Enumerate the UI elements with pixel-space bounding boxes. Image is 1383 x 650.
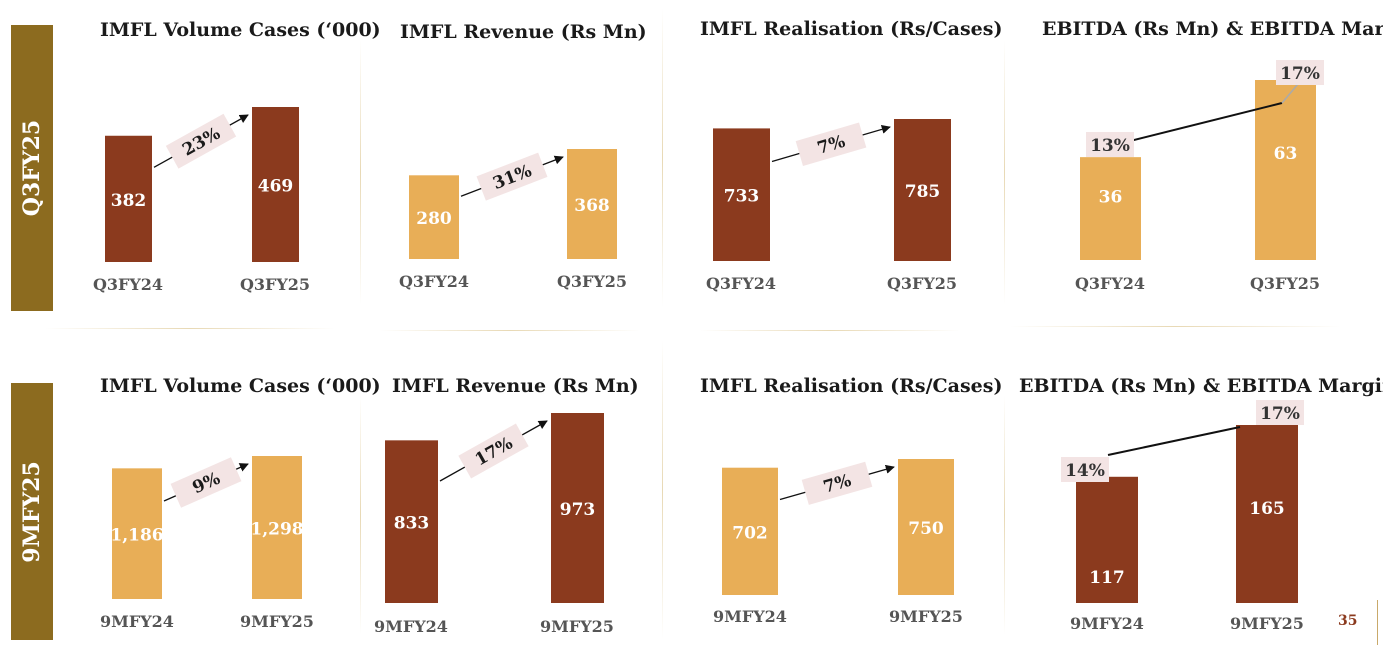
divider-horizontal bbox=[1010, 326, 1340, 327]
divider-vertical bbox=[1004, 40, 1005, 305]
bar bbox=[567, 149, 617, 259]
x-tick-label: Q3FY24 bbox=[399, 272, 469, 291]
x-tick-label: 9MFY25 bbox=[240, 612, 314, 631]
chart-title: IMFL Volume Cases (‘000) bbox=[100, 375, 381, 397]
change-badge-bg bbox=[170, 457, 242, 508]
change-badge: 9% bbox=[170, 457, 242, 508]
chart-title: IMFL Revenue (Rs Mn) bbox=[392, 375, 639, 397]
bar-value-label: 1,298 bbox=[250, 520, 303, 540]
bar bbox=[252, 456, 302, 599]
x-tick-label: 9MFY24 bbox=[713, 607, 787, 626]
divider-horizontal bbox=[45, 328, 335, 329]
bar-value-label: 165 bbox=[1249, 499, 1285, 519]
x-tick-label: 9MFY24 bbox=[374, 617, 448, 636]
x-tick-label: Q3FY25 bbox=[1250, 274, 1320, 293]
divider-horizontal bbox=[380, 330, 640, 331]
change-badge-bg bbox=[476, 152, 548, 201]
divider-vertical bbox=[662, 340, 663, 640]
chart-title: IMFL Volume Cases (‘000) bbox=[100, 19, 381, 41]
bar bbox=[1076, 476, 1138, 603]
bar bbox=[1255, 80, 1316, 260]
chart-title: IMFL Realisation (Rs/Cases) bbox=[700, 18, 1003, 40]
x-tick-label: 9MFY25 bbox=[540, 617, 614, 636]
bar-value-label: 469 bbox=[258, 177, 294, 197]
margin-badge-bg bbox=[1256, 400, 1304, 425]
margin-label: 13% bbox=[1090, 136, 1130, 156]
bar-value-label: 733 bbox=[724, 187, 760, 207]
bar bbox=[1080, 157, 1141, 260]
bar-value-label: 63 bbox=[1274, 144, 1298, 164]
bar bbox=[252, 107, 299, 262]
corner-decoration bbox=[1377, 600, 1378, 645]
bar bbox=[112, 468, 162, 599]
margin-line bbox=[1113, 102, 1283, 146]
bar-value-label: 750 bbox=[908, 519, 944, 539]
x-tick-label: Q3FY24 bbox=[706, 274, 776, 293]
margin-label: 17% bbox=[1280, 64, 1320, 84]
bar-value-label: 280 bbox=[416, 209, 452, 229]
bar bbox=[409, 175, 459, 259]
page-number: 35 bbox=[1338, 613, 1358, 629]
change-badge-bg bbox=[165, 113, 237, 169]
bar-value-label: 833 bbox=[394, 514, 430, 534]
divider-horizontal bbox=[700, 330, 960, 331]
x-tick-label: Q3FY24 bbox=[93, 275, 163, 294]
section-tab-q3fy25: Q3FY25 bbox=[11, 25, 53, 311]
x-tick-label: Q3FY25 bbox=[557, 272, 627, 291]
margin-badge-bg bbox=[1276, 60, 1324, 85]
x-tick-label: 9MFY24 bbox=[100, 612, 174, 631]
chart-title: EBITDA (Rs Mn) & EBITDA Margin % bbox=[1042, 18, 1383, 40]
bar-value-label: 382 bbox=[111, 191, 147, 211]
chart-title: EBITDA (Rs Mn) & EBITDA Margin % bbox=[1019, 375, 1383, 397]
margin-leader bbox=[1281, 83, 1299, 104]
margin-badge-bg bbox=[1086, 132, 1134, 157]
bar bbox=[898, 459, 954, 595]
bar-value-label: 1,186 bbox=[110, 526, 163, 546]
bar bbox=[105, 135, 152, 262]
bar-value-label: 973 bbox=[560, 500, 596, 520]
margin-label: 17% bbox=[1260, 404, 1300, 424]
change-badge: 17% bbox=[458, 423, 529, 479]
change-badge-bg bbox=[801, 461, 873, 505]
bar-value-label: 368 bbox=[574, 196, 610, 216]
chart-title: IMFL Realisation (Rs/Cases) bbox=[700, 375, 1003, 397]
change-badge-bg bbox=[458, 423, 529, 479]
x-tick-label: Q3FY25 bbox=[240, 275, 310, 294]
divider-vertical bbox=[1004, 395, 1005, 635]
margin-label: 14% bbox=[1065, 461, 1105, 481]
divider-vertical bbox=[662, 8, 663, 308]
bar bbox=[894, 119, 951, 261]
bar bbox=[385, 440, 438, 603]
x-tick-label: Q3FY25 bbox=[887, 274, 957, 293]
section-tab-9mfy25: 9MFY25 bbox=[11, 383, 53, 640]
change-badge: 31% bbox=[476, 152, 548, 201]
bar-value-label: 36 bbox=[1099, 187, 1123, 207]
bar-value-label: 785 bbox=[905, 182, 941, 202]
chart-title: IMFL Revenue (Rs Mn) bbox=[400, 21, 647, 43]
bar bbox=[713, 128, 770, 261]
change-badge: 7% bbox=[801, 461, 873, 505]
bar bbox=[551, 413, 604, 603]
bar-value-label: 117 bbox=[1089, 568, 1125, 588]
bar bbox=[722, 467, 778, 595]
margin-line bbox=[1107, 426, 1241, 456]
x-tick-label: Q3FY24 bbox=[1075, 274, 1145, 293]
bar bbox=[1236, 425, 1298, 603]
bar-value-label: 702 bbox=[732, 523, 768, 543]
change-badge: 23% bbox=[165, 113, 237, 169]
x-tick-label: 9MFY24 bbox=[1070, 614, 1144, 633]
change-badge-bg bbox=[795, 122, 867, 167]
margin-badge-bg bbox=[1061, 457, 1109, 482]
x-tick-label: 9MFY25 bbox=[889, 607, 963, 626]
divider-vertical bbox=[360, 395, 361, 635]
change-badge: 7% bbox=[795, 122, 867, 167]
x-tick-label: 9MFY25 bbox=[1230, 614, 1304, 633]
divider-vertical bbox=[360, 40, 361, 305]
